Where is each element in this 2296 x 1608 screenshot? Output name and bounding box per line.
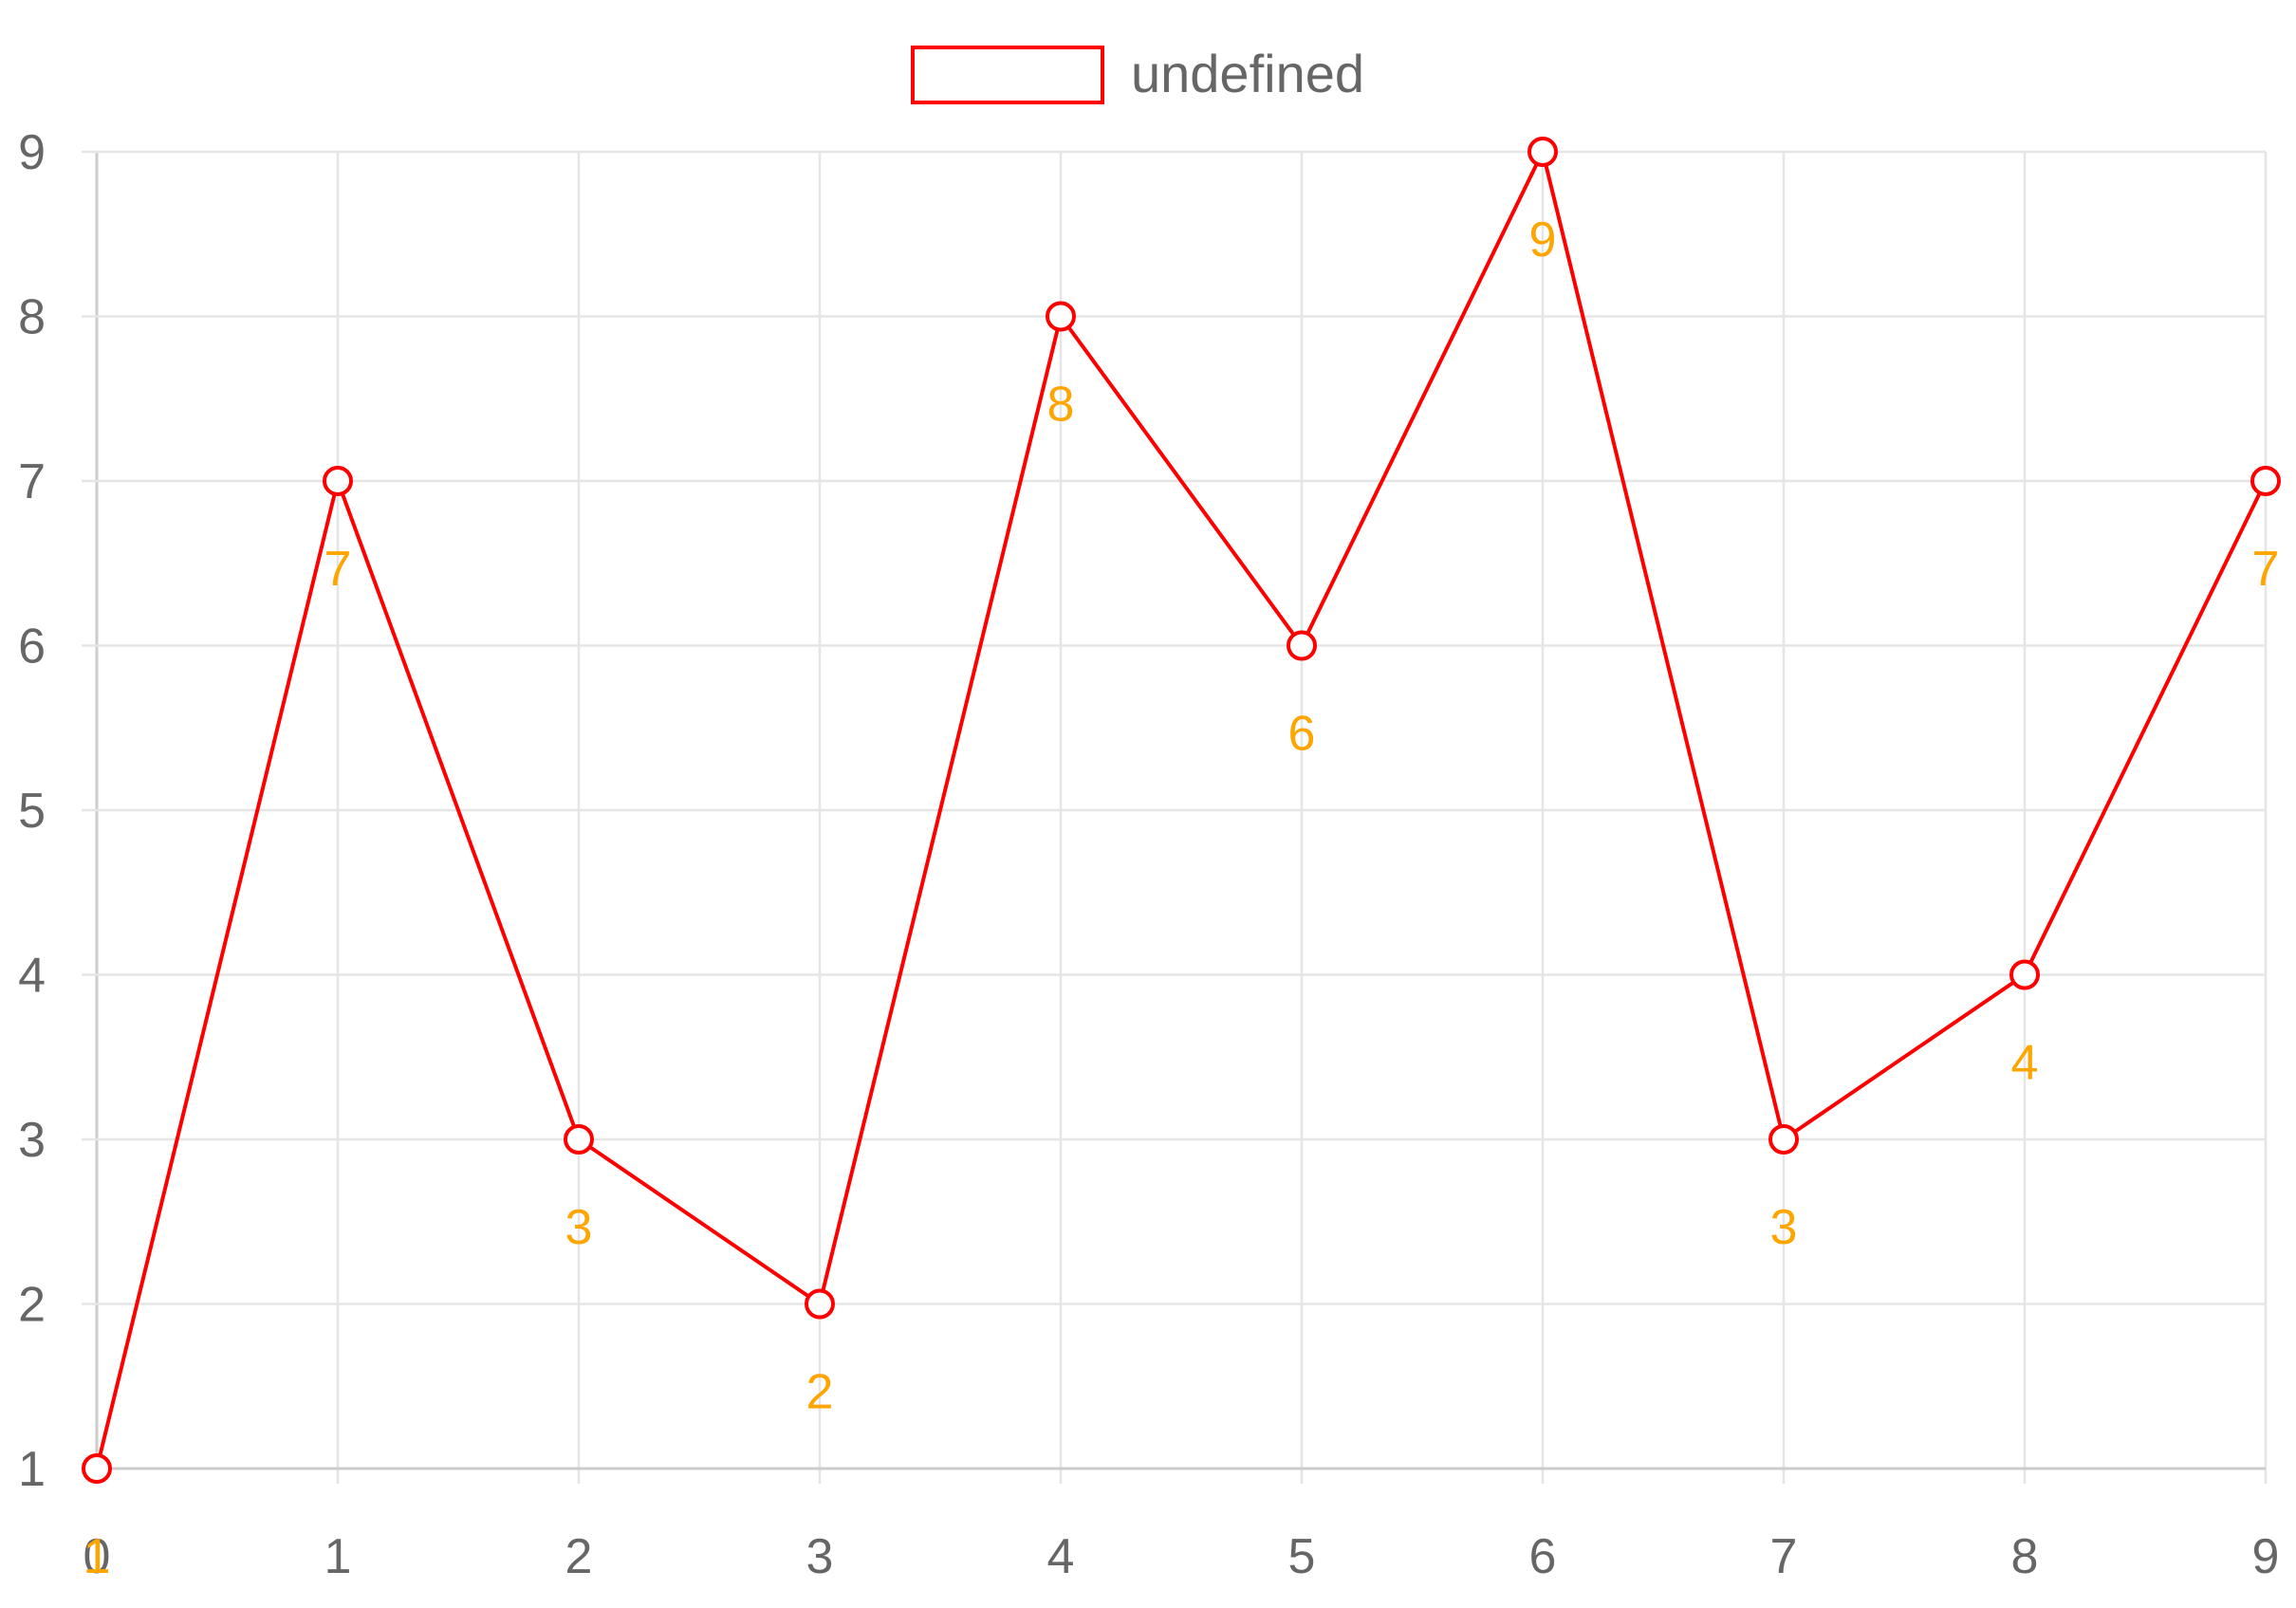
data-label: 1 [83, 1529, 111, 1584]
data-point [2009, 959, 2040, 990]
x-tick-label: 2 [565, 1529, 593, 1584]
data-label: 7 [324, 542, 352, 597]
y-tick-label: 6 [18, 619, 46, 675]
legend[interactable]: undefined [911, 44, 1364, 104]
x-tick-label: 9 [2252, 1529, 2280, 1584]
data-point [805, 1288, 835, 1320]
legend-swatch [911, 46, 1104, 104]
y-tick-label: 8 [18, 290, 46, 345]
data-point [1046, 301, 1076, 332]
series-line [95, 146, 2268, 1469]
y-tick-label: 2 [18, 1278, 46, 1333]
data-label: 9 [1529, 213, 1557, 268]
data-point [564, 1124, 594, 1155]
x-tick-label: 4 [1047, 1529, 1075, 1584]
legend-label: undefined [1131, 44, 1364, 103]
y-tick-label: 9 [18, 125, 46, 180]
x-tick-label: 3 [806, 1529, 834, 1584]
y-tick-label: 4 [18, 949, 46, 1004]
data-point [1528, 137, 1558, 167]
series [82, 137, 2281, 1484]
data-label: 6 [1288, 707, 1316, 762]
data-label: 2 [806, 1365, 834, 1420]
y-tick-label: 7 [18, 454, 46, 509]
data-labels: 1 7 3 2 8 6 9 3 4 7 [83, 213, 2280, 1584]
data-label: 7 [2252, 542, 2280, 597]
data-point [82, 1453, 112, 1484]
data-label: 4 [2011, 1036, 2039, 1091]
data-label: 8 [1047, 378, 1075, 433]
y-tick-label: 5 [18, 784, 46, 839]
x-tick-label: 6 [1529, 1529, 1557, 1584]
x-tick-label: 7 [1770, 1529, 1798, 1584]
x-tick-label: 1 [324, 1529, 352, 1584]
x-tick-label: 8 [2011, 1529, 2039, 1584]
x-tick-label: 5 [1288, 1529, 1316, 1584]
y-tick-label: 3 [18, 1113, 46, 1168]
data-label: 3 [1770, 1200, 1798, 1255]
data-label: 3 [565, 1200, 593, 1255]
data-point [2250, 466, 2281, 496]
x-tick-label: 0 [83, 1529, 111, 1584]
grid [82, 150, 2268, 1484]
data-point [1768, 1124, 1799, 1155]
data-point [1287, 630, 1317, 661]
y-tick-label: 1 [18, 1442, 46, 1497]
data-point [323, 466, 353, 496]
